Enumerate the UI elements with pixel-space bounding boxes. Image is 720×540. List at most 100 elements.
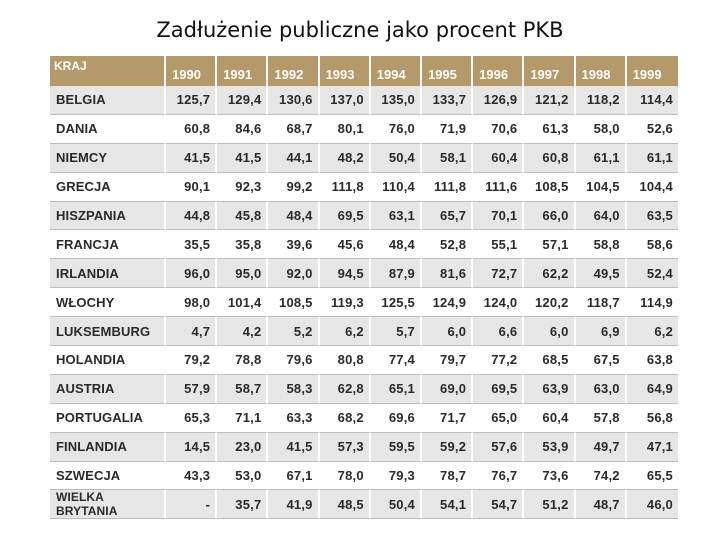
value-cell: 35,5: [166, 230, 218, 260]
value-cell: 104,4: [626, 172, 678, 202]
table-row: WŁOCHY 98,0 101,4 108,5 119,3 125,5 124,9 124,0…: [50, 288, 678, 318]
value-cell: 96,0: [166, 259, 218, 289]
value-cell: 50,4: [370, 143, 422, 173]
column-header-year: 1990: [166, 56, 218, 86]
value-cell: 87,9: [370, 259, 422, 289]
value-cell: 43,3: [166, 461, 218, 491]
column-header-year: 1994: [370, 56, 422, 86]
value-cell: 111,8: [421, 172, 474, 202]
value-cell: 47,1: [626, 432, 678, 462]
column-header-year: 1995: [421, 56, 474, 86]
value-cell: 61,1: [626, 143, 678, 173]
value-cell: 77,2: [473, 346, 525, 375]
value-cell: 126,9: [473, 86, 525, 115]
country-cell: HOLANDIA: [50, 346, 167, 375]
value-cell: 49,5: [575, 259, 627, 289]
value-cell: 41,5: [217, 143, 269, 173]
value-cell: 124,0: [473, 288, 525, 318]
value-cell: 41,5: [268, 432, 320, 462]
value-cell: 62,8: [319, 374, 371, 404]
value-cell: 84,6: [217, 114, 269, 144]
value-cell: 63,9: [524, 374, 576, 404]
value-cell: 119,3: [319, 288, 371, 318]
value-cell: 69,5: [473, 374, 525, 404]
country-cell: HISZPANIA: [50, 201, 167, 231]
column-header-year: 1991: [217, 56, 269, 86]
country-cell: NIEMCY: [50, 143, 167, 173]
value-cell: 41,5: [166, 143, 218, 173]
value-cell: 65,3: [166, 403, 218, 433]
value-cell: 57,1: [524, 230, 576, 260]
value-cell: 68,5: [524, 346, 576, 375]
value-cell: 63,1: [370, 201, 422, 231]
value-cell: 70,6: [473, 114, 525, 144]
value-cell: 79,7: [421, 346, 474, 375]
country-cell: FINLANDIA: [50, 432, 167, 462]
value-cell: 63,3: [268, 403, 320, 433]
value-cell: 73,6: [524, 461, 576, 491]
value-cell: 44,8: [166, 201, 218, 231]
value-cell: 35,7: [217, 490, 269, 520]
value-cell: 61,1: [575, 143, 627, 173]
country-cell: GRECJA: [50, 172, 167, 202]
value-cell: 4,2: [217, 317, 269, 347]
value-cell: 48,4: [370, 230, 422, 260]
value-cell: 79,3: [370, 461, 422, 491]
value-cell: 71,9: [421, 114, 474, 144]
value-cell: 58,3: [268, 374, 320, 404]
value-cell: 52,8: [421, 230, 474, 260]
value-cell: 39,6: [268, 230, 320, 260]
value-cell: 51,2: [524, 490, 576, 520]
value-cell: 78,0: [319, 461, 371, 491]
value-cell: 67,5: [575, 346, 627, 375]
value-cell: 60,4: [473, 143, 525, 173]
country-cell: LUKSEMBURG: [50, 317, 167, 347]
country-cell: FRANCJA: [50, 230, 167, 260]
value-cell: 58,1: [421, 143, 474, 173]
column-header-year: 1998: [575, 56, 627, 86]
value-cell: 121,2: [524, 86, 576, 115]
value-cell: 57,9: [166, 374, 218, 404]
value-cell: 59,2: [421, 432, 474, 462]
table-row: IRLANDIA 96,0 95,0 92,0 94,5 87,9 81,6 72,7 62,2…: [50, 259, 678, 289]
value-cell: 55,1: [473, 230, 525, 260]
value-cell: 48,7: [575, 490, 627, 520]
value-cell: 58,7: [217, 374, 269, 404]
value-cell: 52,4: [626, 259, 678, 289]
country-cell: DANIA: [50, 114, 167, 144]
value-cell: 23,0: [217, 432, 269, 462]
value-cell: 46,0: [626, 490, 678, 520]
value-cell: 120,2: [524, 288, 576, 318]
value-cell: 78,7: [421, 461, 474, 491]
table-row: HISZPANIA 44,8 45,8 48,4 69,5 63,1 65,7 70,1 66,…: [50, 201, 678, 231]
table-row: DANIA 60,8 84,6 68,7 80,1 76,0 71,9 70,6 61,3 58,…: [50, 114, 678, 144]
value-cell: 5,2: [268, 317, 320, 347]
country-cell: SZWECJA: [50, 461, 167, 491]
value-cell: 72,7: [473, 259, 525, 289]
value-cell: 5,7: [370, 317, 422, 347]
column-header-country: KRAJ: [50, 56, 167, 86]
value-cell: 70,1: [473, 201, 525, 231]
value-cell: 99,2: [268, 172, 320, 202]
value-cell: 63,0: [575, 374, 627, 404]
value-cell: 92,3: [217, 172, 269, 202]
value-cell: 45,8: [217, 201, 269, 231]
value-cell: 108,5: [268, 288, 320, 318]
value-cell: 60,4: [524, 403, 576, 433]
table-row: AUSTRIA 57,9 58,7 58,3 62,8 65,1 69,0 69,5 63,9 6…: [50, 374, 678, 404]
value-cell: 59,5: [370, 432, 422, 462]
value-cell: 94,5: [319, 259, 371, 289]
value-cell: 68,7: [268, 114, 320, 144]
value-cell: 60,8: [166, 114, 218, 144]
value-cell: 6,0: [524, 317, 576, 347]
value-cell: 61,3: [524, 114, 576, 144]
country-cell: PORTUGALIA: [50, 403, 167, 433]
value-cell: 80,1: [319, 114, 371, 144]
value-cell: 71,7: [421, 403, 474, 433]
value-cell: 77,4: [370, 346, 422, 375]
value-cell: 49,7: [575, 432, 627, 462]
value-cell: 6,6: [473, 317, 525, 347]
value-cell: 129,4: [217, 86, 269, 115]
value-cell: 60,8: [524, 143, 576, 173]
